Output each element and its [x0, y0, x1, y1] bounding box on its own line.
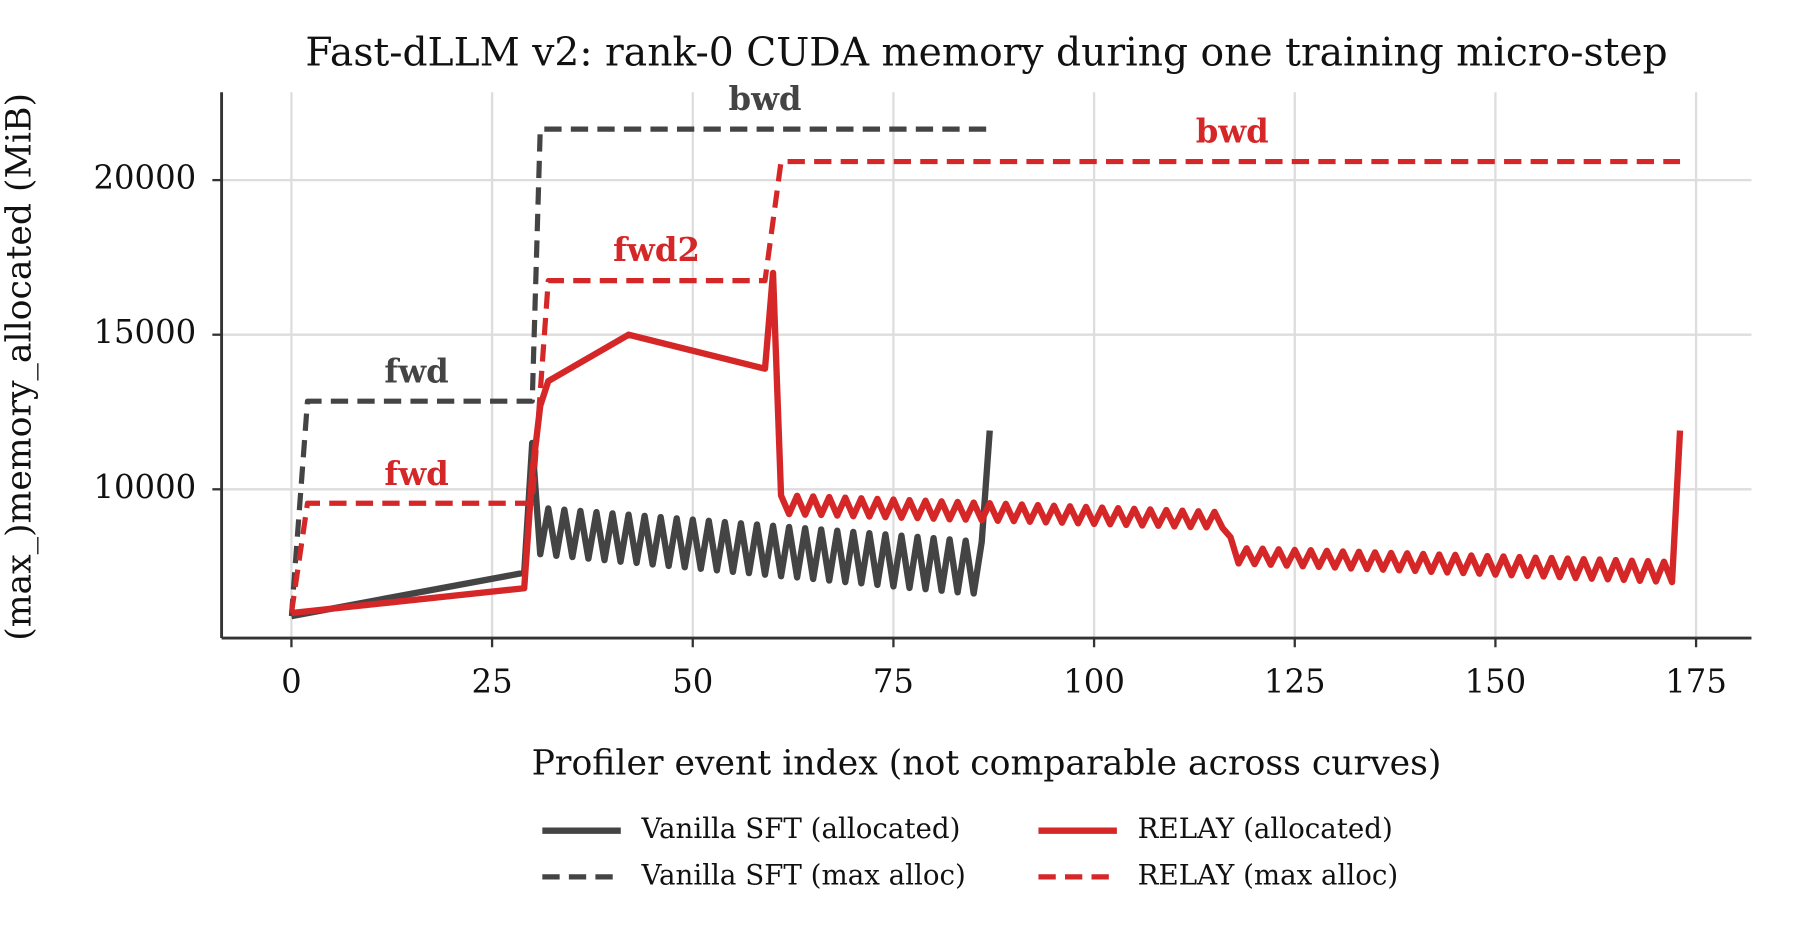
chart-title: Fast-dLLM v2: rank-0 CUDA memory during …	[305, 30, 1667, 75]
series-line	[291, 269, 1684, 617]
y-axis-label: (max_)memory_allocated (MiB)	[0, 93, 39, 641]
annotation: bwd	[1196, 112, 1269, 150]
x-tick-label: 175	[1665, 663, 1727, 701]
annotation: fwd	[384, 352, 448, 390]
legend-label: RELAY (allocated)	[1138, 812, 1393, 845]
annotation: fwd	[384, 455, 448, 493]
series-line	[290, 430, 993, 620]
y-tick-label: 20000	[93, 159, 196, 197]
x-tick-label: 125	[1264, 663, 1326, 701]
annotation: fwd2	[613, 231, 700, 269]
x-tick-label: 25	[472, 663, 513, 701]
y-tick-label: 10000	[93, 468, 196, 506]
x-tick-label: 0	[281, 663, 302, 701]
x-tick-label: 150	[1465, 663, 1527, 701]
series-line	[288, 158, 1681, 614]
x-tick-label: 100	[1063, 663, 1125, 701]
x-tick-label: 50	[672, 663, 713, 701]
x-axis-label: Profiler event index (not comparable acr…	[532, 743, 1442, 783]
legend-label: Vanilla SFT (max alloc)	[641, 858, 966, 891]
legend-label: RELAY (max alloc)	[1138, 858, 1399, 891]
x-tick-label: 75	[873, 663, 914, 701]
annotation: bwd	[729, 80, 802, 118]
y-tick-label: 15000	[93, 313, 196, 351]
series-line	[288, 126, 990, 617]
legend-label: Vanilla SFT (allocated)	[641, 812, 961, 845]
